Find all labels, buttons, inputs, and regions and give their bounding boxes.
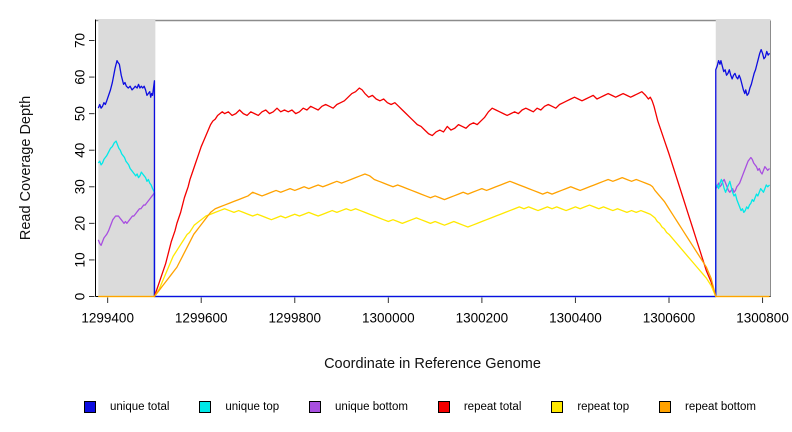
legend-label: unique top — [225, 401, 280, 413]
series-line-unique-total — [97, 48, 771, 298]
legend-item-unique-total: unique total — [84, 401, 169, 413]
legend-swatch-icon — [551, 401, 564, 413]
y-tick-label: 60 — [73, 70, 88, 85]
y-tick-label: 0 — [73, 293, 88, 301]
x-tick-label: 1299400 — [81, 311, 134, 326]
x-tick-label: 1300000 — [362, 311, 415, 326]
legend-swatch-icon — [659, 401, 672, 413]
masked-region — [715, 19, 771, 297]
legend-swatch-icon — [199, 401, 212, 413]
series-line-repeat-total — [153, 87, 717, 297]
series-line-unique-top — [97, 140, 771, 298]
y-tick-label: 50 — [73, 106, 88, 121]
x-tick-label: 1300200 — [456, 311, 509, 326]
y-axis-title: Read Coverage Depth — [18, 95, 34, 241]
legend-label: repeat total — [463, 401, 522, 413]
x-tick-label: 1300600 — [643, 311, 696, 326]
legend-swatch-icon — [437, 401, 450, 413]
legend-item-repeat-bottom: repeat bottom — [659, 401, 756, 413]
legend-swatch-icon — [84, 401, 96, 413]
y-tick-label: 70 — [73, 33, 88, 48]
y-tick-label: 30 — [73, 179, 88, 194]
y-tick-label: 20 — [73, 216, 88, 231]
series-line-repeat-top — [98, 204, 770, 298]
legend: unique total unique top unique bottom repea… — [84, 398, 756, 416]
x-axis-title: Coordinate in Reference Genome — [324, 356, 541, 372]
legend-label: repeat top — [577, 401, 630, 413]
y-tick-label: 10 — [73, 252, 88, 267]
legend-item-repeat-top: repeat top — [551, 401, 629, 413]
legend-label: repeat bottom — [685, 401, 756, 413]
legend-label: unique total — [110, 401, 170, 413]
legend-swatch-icon — [309, 401, 322, 413]
legend-item-repeat-total: repeat total — [437, 401, 522, 413]
y-tick-label: 40 — [73, 143, 88, 158]
legend-label: unique bottom — [335, 401, 408, 413]
x-tick-label: 1299800 — [268, 311, 321, 326]
x-tick-label: 1300400 — [549, 311, 602, 326]
x-tick-label: 1300800 — [736, 311, 789, 326]
legend-item-unique-top: unique top — [199, 401, 279, 413]
series-line-repeat-bottom — [98, 173, 770, 298]
x-tick-label: 1299600 — [175, 311, 228, 326]
masked-region — [98, 19, 156, 297]
legend-item-unique-bottom: unique bottom — [309, 401, 408, 413]
